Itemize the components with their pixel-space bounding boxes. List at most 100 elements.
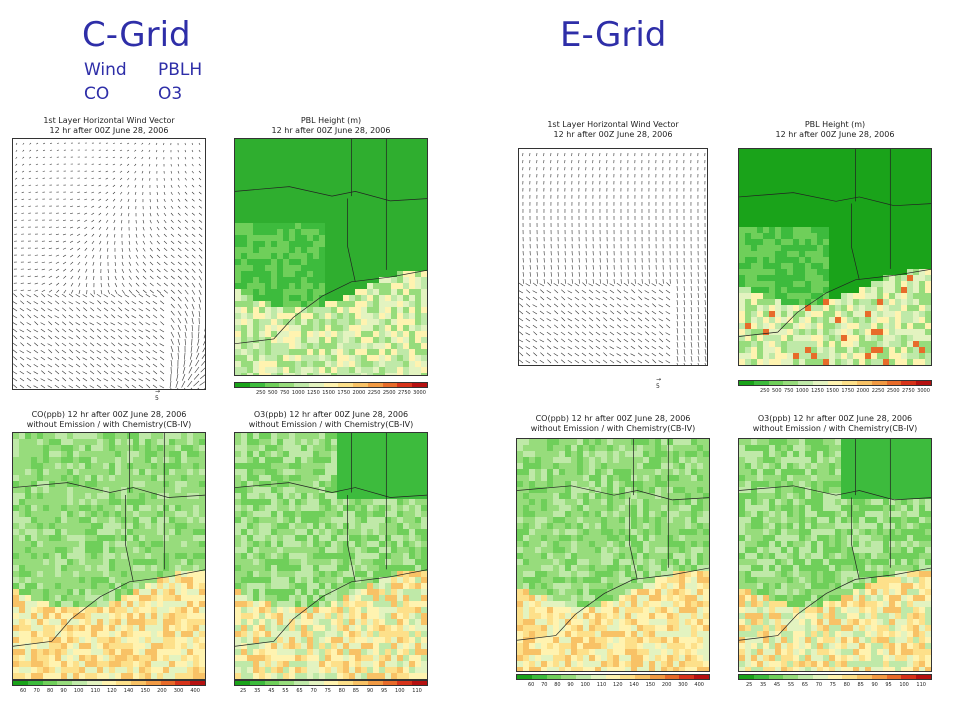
wind-vector <box>177 268 182 273</box>
field-cell <box>325 433 331 439</box>
field-cell <box>307 163 313 169</box>
wind-vector <box>156 191 158 196</box>
field-cell <box>253 307 259 313</box>
field-cell <box>319 187 325 193</box>
field-cell <box>319 463 325 469</box>
field-cell <box>349 295 355 301</box>
field-cell <box>85 673 91 679</box>
field-cell <box>187 547 193 553</box>
field-cell <box>295 649 301 655</box>
field-cell <box>403 301 409 307</box>
field-cell <box>115 643 121 649</box>
field-cell <box>115 481 121 487</box>
field-cell <box>349 355 355 361</box>
field-cell <box>265 637 271 643</box>
field-cell <box>25 589 31 595</box>
field-cell <box>307 193 313 199</box>
wind-vector <box>114 261 117 266</box>
wind-vector <box>77 198 81 200</box>
field-cell <box>235 313 241 319</box>
field-cell <box>403 535 409 541</box>
wind-vector <box>82 294 88 298</box>
field-cell <box>31 469 37 475</box>
field-cell <box>91 541 97 547</box>
field-cell <box>19 667 25 673</box>
field-cell <box>289 649 295 655</box>
wind-vector <box>47 300 53 305</box>
field-cell <box>31 433 37 439</box>
field-cell <box>181 583 187 589</box>
field-cell <box>277 517 283 523</box>
field-cell <box>265 553 271 559</box>
wind-vector <box>194 366 200 374</box>
field-cell <box>325 373 331 375</box>
field-cell <box>409 271 415 277</box>
field-cell <box>205 577 206 583</box>
field-cell <box>313 241 319 247</box>
field-cell <box>235 199 241 205</box>
field-cell <box>301 331 307 337</box>
field-cell <box>97 553 103 559</box>
wind-vector <box>138 378 144 382</box>
field-cell <box>301 475 307 481</box>
field-cell <box>49 493 55 499</box>
field-cell <box>307 175 313 181</box>
field-cell <box>181 643 187 649</box>
field-cell <box>13 433 19 439</box>
wind-vector <box>14 212 18 214</box>
field-cell <box>355 145 361 151</box>
field-cell <box>97 601 103 607</box>
field-cell <box>199 583 205 589</box>
field-cell <box>385 355 391 361</box>
field-cell <box>331 295 337 301</box>
wind-vector <box>103 378 109 382</box>
field-cell <box>403 235 409 241</box>
field-cell <box>319 283 325 289</box>
wind-vector <box>20 363 25 368</box>
field-cell <box>259 253 265 259</box>
field-cell <box>373 241 379 247</box>
field-cell <box>115 451 121 457</box>
field-cell <box>241 571 247 577</box>
wind-vector <box>33 378 39 382</box>
field-cell <box>271 175 277 181</box>
field-cell <box>337 325 343 331</box>
field-cell <box>295 223 301 229</box>
field-cell <box>133 619 139 625</box>
field-cell <box>421 355 427 361</box>
field-cell <box>175 577 181 583</box>
field-cell <box>43 649 49 655</box>
field-cell <box>427 151 428 157</box>
wind-vector <box>135 198 137 203</box>
wind-vector <box>70 282 74 287</box>
wind-vector <box>113 226 116 231</box>
field-cell <box>79 433 85 439</box>
field-cell <box>199 649 205 655</box>
field-cell <box>391 271 397 277</box>
wind-vector <box>184 149 186 153</box>
field-cell <box>427 289 428 295</box>
field-cell <box>205 511 206 517</box>
field-cell <box>373 457 379 463</box>
field-cell <box>385 577 391 583</box>
wind-vector <box>182 366 186 374</box>
field-cell <box>169 667 175 673</box>
field-cell <box>307 253 313 259</box>
field-cell <box>331 337 337 343</box>
field-cell <box>169 535 175 541</box>
field-cell <box>241 475 247 481</box>
wind-vector <box>20 289 25 291</box>
field-cell <box>325 571 331 577</box>
field-cell <box>289 637 295 643</box>
field-cell <box>235 613 241 619</box>
field-cell <box>325 169 331 175</box>
field-cell <box>241 583 247 589</box>
field-cell <box>343 355 349 361</box>
field-cell <box>289 601 295 607</box>
field-cell <box>91 481 97 487</box>
wind-vector <box>77 226 81 229</box>
field-cell <box>241 223 247 229</box>
wind-vector <box>177 191 181 195</box>
field-cell <box>373 145 379 151</box>
field-cell <box>421 217 427 223</box>
